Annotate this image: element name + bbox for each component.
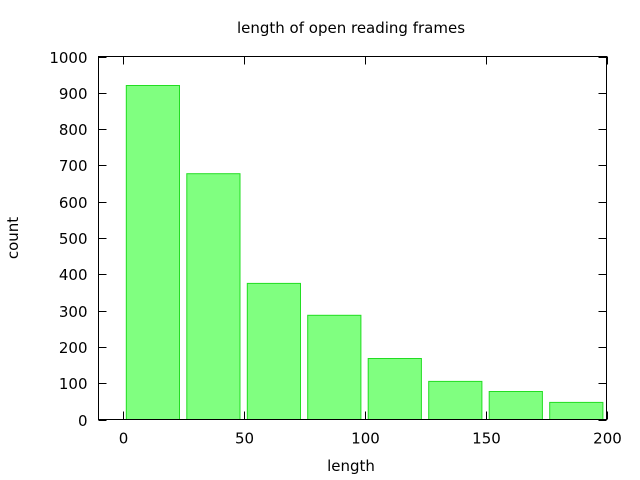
- bars-group: [125, 85, 604, 420]
- y-tick-label-600: 600: [59, 194, 88, 212]
- ticks-group: 0 100 200 300 400 500 600 700 800 900 1000 0 50 100 15…: [49, 49, 622, 448]
- x-tick-label-50: 50: [235, 430, 254, 448]
- bar-4: [367, 358, 422, 420]
- y-tick-label-900: 900: [59, 85, 88, 103]
- bar-7: [549, 401, 604, 420]
- bar-0: [125, 85, 181, 420]
- y-axis-label: count: [4, 217, 22, 259]
- x-tick-label-200: 200: [593, 430, 622, 448]
- x-tick-label-150: 150: [472, 430, 501, 448]
- y-tick-label-700: 700: [59, 157, 88, 175]
- x-tick-label-0: 0: [119, 430, 129, 448]
- plot-frame: [98, 56, 607, 420]
- y-tick-label-0: 0: [78, 412, 88, 430]
- chart-title: length of open reading frames: [237, 19, 465, 37]
- bar-3: [307, 314, 362, 420]
- x-axis-label: length: [327, 457, 375, 475]
- bar-6: [488, 391, 543, 420]
- y-tick-label-500: 500: [59, 230, 88, 248]
- y-tick-label-300: 300: [59, 303, 88, 321]
- y-tick-label-100: 100: [59, 375, 88, 393]
- bar-5: [428, 380, 483, 420]
- bar-1: [186, 173, 241, 420]
- x-tick-label-100: 100: [351, 430, 380, 448]
- y-tick-label-1000: 1000: [49, 49, 87, 67]
- y-tick-label-400: 400: [59, 266, 88, 284]
- y-tick-label-800: 800: [59, 121, 88, 139]
- y-tick-label-200: 200: [59, 339, 88, 357]
- bar-2: [246, 282, 302, 420]
